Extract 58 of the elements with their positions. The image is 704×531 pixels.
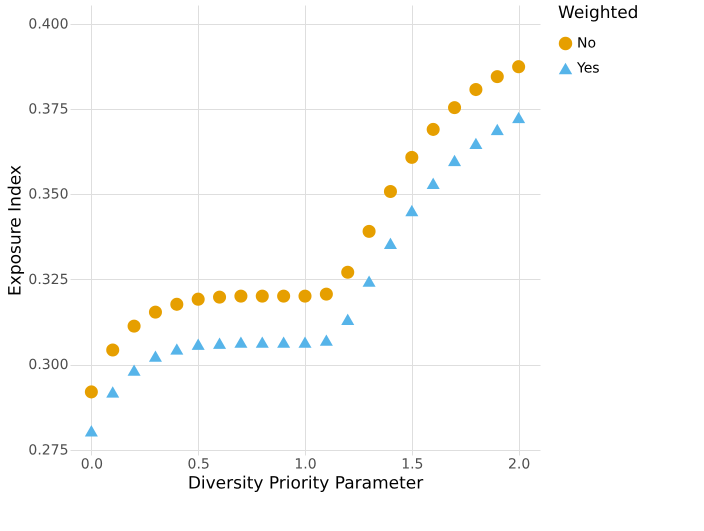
x-tick-label: 2.0 bbox=[508, 456, 530, 472]
point bbox=[320, 288, 333, 301]
point bbox=[362, 224, 376, 238]
x-tick-label: 0.5 bbox=[188, 456, 210, 472]
x-tick-label: 1.5 bbox=[401, 456, 424, 472]
point bbox=[84, 385, 98, 398]
point bbox=[426, 178, 440, 189]
point bbox=[448, 101, 462, 114]
point bbox=[490, 70, 504, 84]
x-axis-title: Diversity Priority Parameter bbox=[188, 474, 424, 494]
point bbox=[341, 266, 354, 279]
point bbox=[405, 204, 418, 216]
point bbox=[277, 290, 290, 303]
point bbox=[234, 336, 248, 348]
point bbox=[469, 83, 482, 96]
point bbox=[384, 238, 397, 249]
point bbox=[234, 290, 248, 303]
point bbox=[405, 150, 418, 164]
point bbox=[128, 320, 141, 333]
y-tick-label: 0.400 bbox=[28, 16, 68, 32]
point bbox=[469, 138, 482, 150]
legend-title: Weighted bbox=[558, 3, 638, 23]
point bbox=[84, 425, 98, 436]
legend-label: No bbox=[577, 36, 596, 52]
point bbox=[148, 306, 162, 319]
x-tick-label: 1.0 bbox=[294, 456, 317, 472]
legend-label: Yes bbox=[576, 60, 600, 76]
point bbox=[256, 336, 269, 348]
point bbox=[170, 298, 184, 311]
point bbox=[170, 343, 184, 355]
point bbox=[106, 386, 120, 398]
y-tick-label: 0.375 bbox=[28, 101, 68, 118]
y-tick-label: 0.275 bbox=[28, 442, 68, 458]
y-axis-title: Exposure Index bbox=[5, 165, 26, 296]
point bbox=[448, 154, 462, 166]
point bbox=[128, 364, 141, 376]
x-tick-label: 0.0 bbox=[80, 456, 103, 472]
point bbox=[512, 60, 526, 74]
point bbox=[106, 343, 120, 357]
point bbox=[341, 314, 354, 325]
point bbox=[213, 338, 226, 349]
point bbox=[384, 184, 397, 198]
point bbox=[512, 112, 526, 124]
point bbox=[298, 290, 312, 303]
point bbox=[362, 275, 376, 287]
point bbox=[148, 350, 162, 362]
point bbox=[490, 124, 504, 136]
point bbox=[277, 336, 290, 348]
point bbox=[298, 336, 312, 348]
point bbox=[192, 338, 205, 350]
point bbox=[192, 292, 205, 306]
point bbox=[213, 290, 226, 304]
y-tick-label: 0.325 bbox=[28, 272, 68, 288]
point bbox=[256, 290, 269, 303]
point bbox=[320, 334, 333, 346]
y-tick-label: 0.350 bbox=[28, 186, 68, 203]
point bbox=[426, 122, 440, 136]
y-tick-label: 0.300 bbox=[28, 357, 68, 374]
